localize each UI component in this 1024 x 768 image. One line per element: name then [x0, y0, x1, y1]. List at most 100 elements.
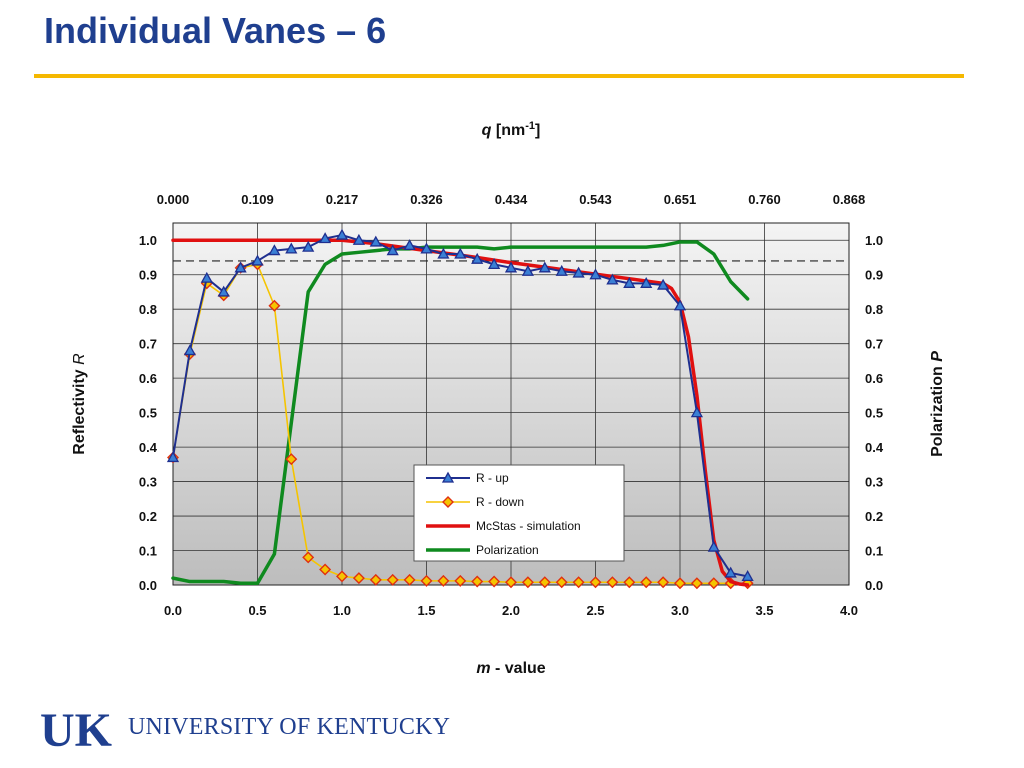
- data-point-r-down: [674, 577, 686, 590]
- data-point-r-down: [471, 575, 484, 588]
- legend-label: Polarization: [476, 543, 539, 557]
- data-point-r-down: [268, 299, 281, 312]
- x-tick-label: 3.0: [671, 603, 689, 618]
- series-polarization: [171, 240, 750, 586]
- top-tick-label: 0.868: [833, 192, 866, 207]
- y-axis-title-right: Polarization P: [929, 351, 946, 457]
- y-tick-label-right: 0.8: [865, 302, 883, 317]
- series-r-up: [166, 228, 754, 582]
- data-point-r-up: [538, 261, 551, 273]
- data-point-r-down: [538, 576, 551, 589]
- data-point-r-up: [623, 276, 636, 288]
- x-tick-label: 0.5: [248, 603, 266, 618]
- university-logo: UK: [40, 704, 112, 750]
- data-point-r-up: [471, 252, 484, 264]
- data-point-r-up: [741, 570, 754, 582]
- data-point-r-up: [606, 273, 619, 285]
- x-tick-label: 1.5: [417, 603, 435, 618]
- data-point-r-up: [285, 242, 298, 254]
- top-tick-label: 0.000: [157, 192, 190, 207]
- x-tick-label: 2.0: [502, 603, 520, 618]
- data-point-r-up: [403, 239, 416, 251]
- data-point-r-down: [572, 576, 585, 589]
- slide-title: Individual Vanes – 6: [44, 10, 387, 51]
- series-line-polarization: [171, 240, 750, 586]
- y-tick-label-right: 0.9: [865, 268, 883, 283]
- data-point-r-down: [319, 563, 332, 576]
- data-point-r-down: [505, 576, 517, 589]
- data-point-r-down: [302, 551, 315, 564]
- x-tick-label: 2.5: [586, 603, 604, 618]
- data-point-r-up: [166, 451, 180, 463]
- data-point-r-up: [504, 261, 518, 273]
- y-tick-label-right: 0.1: [865, 544, 883, 559]
- legend-marker: [442, 496, 454, 508]
- legend-marker: [441, 471, 455, 483]
- y-tick-label-right: 0.6: [865, 371, 883, 386]
- data-point-r-down: [386, 573, 399, 586]
- y-axis-title-left: Reflectivity R: [71, 353, 88, 455]
- y-tick-label-left: 0.9: [139, 268, 157, 283]
- y-tick-label-right: 0.5: [865, 406, 883, 421]
- data-point-r-up: [352, 233, 366, 245]
- top-tick-label: 0.217: [326, 192, 359, 207]
- top-axis-title: q [nm-1]: [482, 120, 541, 139]
- y-tick-label-right: 1.0: [865, 233, 883, 248]
- y-tick-label-right: 0.2: [865, 509, 883, 524]
- data-point-r-up: [268, 244, 281, 256]
- data-point-r-up: [690, 406, 704, 418]
- data-point-r-down: [454, 574, 467, 587]
- data-point-r-down: [707, 577, 720, 590]
- y-tick-label-left: 0.3: [139, 475, 157, 490]
- y-tick-label-left: 0.2: [139, 509, 157, 524]
- data-point-r-down: [521, 576, 534, 589]
- top-tick-label: 0.109: [241, 192, 274, 207]
- data-point-r-down: [336, 570, 348, 583]
- y-tick-label-right: 0.7: [865, 337, 883, 352]
- legend-label: McStas - simulation: [476, 519, 581, 533]
- data-point-r-down: [420, 574, 433, 587]
- data-point-r-down: [690, 577, 703, 590]
- data-point-r-up: [200, 271, 213, 283]
- reflectivity-chart: 0.0 0.0 0.1 0.1 0.2 0.2 0.3 0.3 0.4 0.4 0.5 0.5 0.6 0…: [71, 120, 946, 677]
- top-tick-label: 0.651: [664, 192, 697, 207]
- top-tick-label: 0.434: [495, 192, 528, 207]
- logo-text: UK: [40, 704, 112, 750]
- data-point-r-down: [437, 574, 450, 587]
- series-mcstas-simulation: [171, 238, 750, 587]
- data-point-r-down: [488, 575, 501, 588]
- legend: R - up R - down McStas - simulation Polariz…: [413, 464, 625, 562]
- data-point-r-up: [420, 242, 433, 254]
- data-point-r-up: [673, 299, 687, 311]
- top-tick-label: 0.760: [748, 192, 781, 207]
- y-tick-label-right: 0.4: [865, 440, 884, 455]
- data-point-r-up: [234, 261, 247, 273]
- data-point-r-up: [555, 264, 568, 276]
- y-tick-label-left: 0.0: [139, 578, 157, 593]
- data-point-r-down: [352, 572, 365, 585]
- y-tick-label-left: 0.6: [139, 371, 157, 386]
- y-tick-label-left: 0.1: [139, 544, 157, 559]
- data-point-r-down: [606, 576, 619, 589]
- data-point-r-up: [386, 244, 399, 256]
- y-tick-label-left: 0.4: [139, 440, 158, 455]
- top-tick-label: 0.326: [410, 192, 443, 207]
- data-point-r-down: [403, 573, 416, 586]
- data-point-r-down: [640, 576, 653, 589]
- top-tick-label: 0.543: [579, 192, 612, 207]
- data-point-r-up: [251, 254, 264, 266]
- legend-label: R - up: [476, 471, 509, 485]
- data-point-r-down: [657, 576, 670, 589]
- x-axis-title: m - value: [476, 660, 545, 677]
- data-point-r-up: [454, 247, 467, 259]
- data-point-r-up: [487, 258, 501, 270]
- data-point-r-up: [707, 540, 720, 552]
- data-point-r-up: [217, 285, 230, 297]
- data-point-r-up: [302, 240, 315, 252]
- data-point-r-up: [656, 278, 670, 290]
- x-tick-label: 0.0: [164, 603, 182, 618]
- data-point-r-up: [724, 566, 737, 578]
- title-divider: [34, 74, 964, 78]
- university-name: UNIVERSITY OF KENTUCKY: [128, 714, 451, 740]
- x-tick-label: 4.0: [840, 603, 858, 618]
